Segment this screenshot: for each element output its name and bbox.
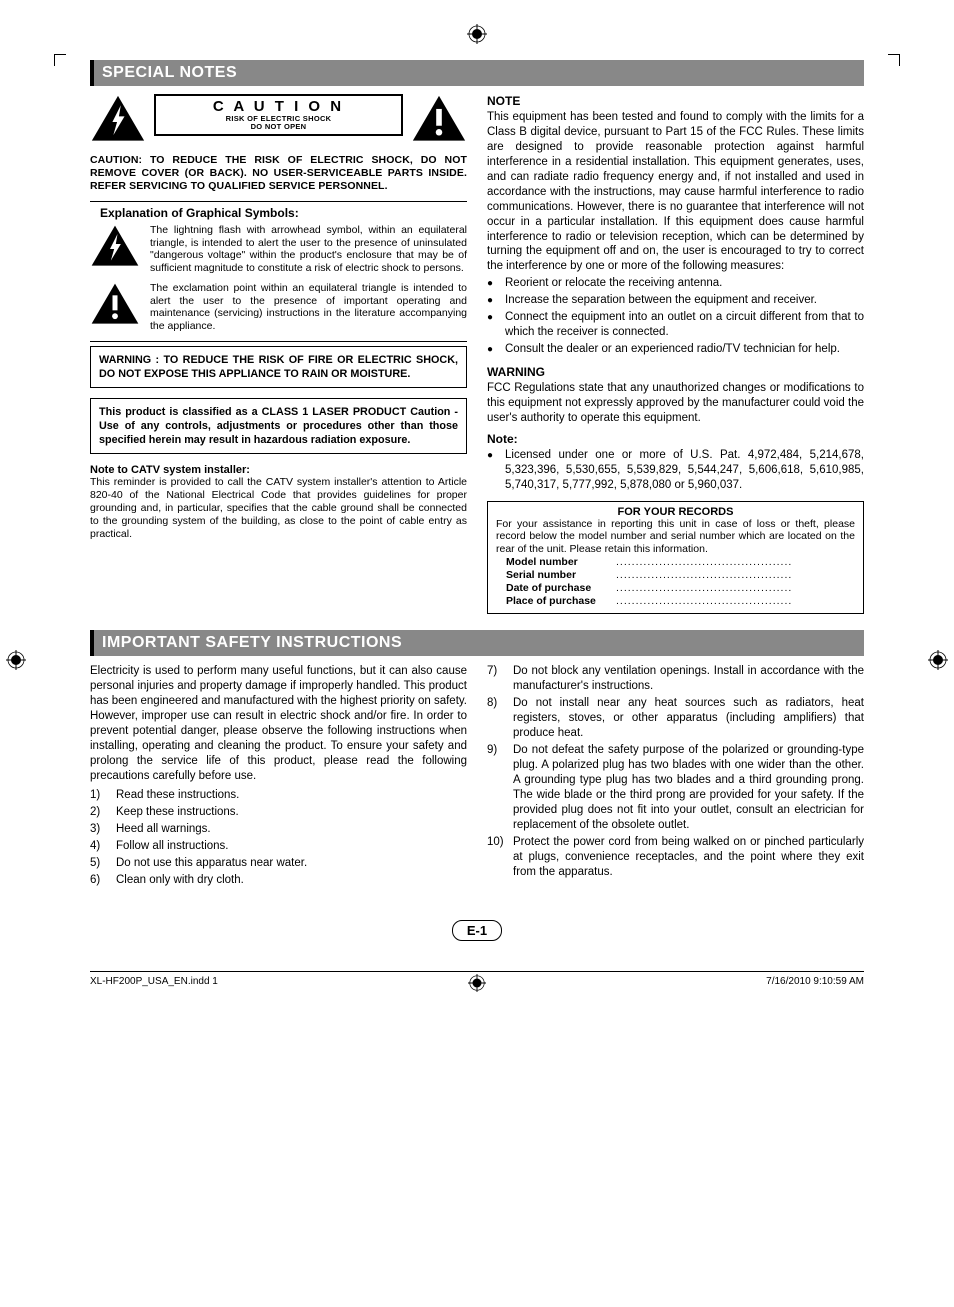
list-item: 4)Follow all instructions.	[90, 839, 467, 854]
registration-mark-icon	[928, 650, 948, 670]
list-item: Connect the equipment into an outlet on …	[487, 310, 864, 340]
measures-list: Reorient or relocate the receiving anten…	[487, 276, 864, 357]
section-title-special-notes: SPECIAL NOTES	[90, 60, 864, 86]
catv-text: This reminder is provided to call the CA…	[90, 476, 467, 542]
records-line: Place of purchase.......................…	[496, 595, 855, 607]
exclamation-triangle-icon	[411, 94, 467, 148]
safety-list-right: 7)Do not block any ventilation openings.…	[487, 664, 864, 879]
warning-body: FCC Regulations state that any unauthori…	[487, 381, 864, 426]
left-column: C A U T I O N RISK OF ELECTRIC SHOCK DO …	[90, 94, 467, 614]
lightning-triangle-icon	[90, 94, 146, 148]
records-line: Model number............................…	[496, 556, 855, 568]
caution-title: C A U T I O N	[160, 98, 397, 115]
list-item: Consult the dealer or an experienced rad…	[487, 342, 864, 357]
safety-intro: Electricity is used to perform many usef…	[90, 664, 467, 784]
records-intro: For your assistance in reporting this un…	[496, 518, 855, 556]
catv-block: Note to CATV system installer: This remi…	[90, 464, 467, 542]
explanation-title: Explanation of Graphical Symbols:	[100, 206, 467, 220]
lightning-triangle-icon	[90, 224, 140, 274]
laser-box: This product is classified as a CLASS 1 …	[90, 398, 467, 454]
divider	[90, 341, 467, 342]
patent-list: Licensed under one or more of U.S. Pat. …	[487, 448, 864, 493]
footer-left: XL-HF200P_USA_EN.indd 1	[90, 976, 218, 987]
note2-title: Note:	[487, 432, 864, 446]
page: SPECIAL NOTES C A U T I O N RISK OF ELEC…	[0, 0, 954, 1027]
right-column: NOTE This equipment has been tested and …	[487, 94, 864, 614]
explanation-lightning-row: The lightning flash with arrowhead symbo…	[90, 224, 467, 274]
safety-list-left: 1)Read these instructions. 2)Keep these …	[90, 788, 467, 888]
caution-body-text: CAUTION: TO REDUCE THE RISK OF ELECTRIC …	[90, 154, 467, 193]
explanation-lightning-text: The lightning flash with arrowhead symbo…	[150, 224, 467, 274]
registration-mark-icon	[467, 24, 487, 44]
records-box: FOR YOUR RECORDS For your assistance in …	[487, 501, 864, 615]
caution-sub2: DO NOT OPEN	[160, 123, 397, 131]
note-title: NOTE	[487, 94, 864, 108]
caution-box: C A U T I O N RISK OF ELECTRIC SHOCK DO …	[154, 94, 403, 136]
exclamation-triangle-icon	[90, 282, 140, 332]
caution-row: C A U T I O N RISK OF ELECTRIC SHOCK DO …	[90, 94, 467, 148]
list-item: 1)Read these instructions.	[90, 788, 467, 803]
list-item: 3)Heed all warnings.	[90, 822, 467, 837]
list-item: 8)Do not install near any heat sources s…	[487, 696, 864, 741]
warning-title: WARNING	[487, 365, 864, 379]
warning-box: WARNING : TO REDUCE THE RISK OF FIRE OR …	[90, 346, 467, 388]
explanation-exclaim-row: The exclamation point within an equilate…	[90, 282, 467, 332]
explanation-exclaim-text: The exclamation point within an equilate…	[150, 282, 467, 332]
catv-title: Note to CATV system installer:	[90, 464, 467, 476]
list-item: Reorient or relocate the receiving anten…	[487, 276, 864, 291]
safety-right-column: 7)Do not block any ventilation openings.…	[487, 664, 864, 889]
safety-columns: Electricity is used to perform many usef…	[90, 664, 864, 889]
warning-box-text: WARNING : TO REDUCE THE RISK OF FIRE OR …	[99, 353, 458, 381]
list-item: Licensed under one or more of U.S. Pat. …	[487, 448, 864, 493]
list-item: 5)Do not use this apparatus near water.	[90, 856, 467, 871]
list-item: 10)Protect the power cord from being wal…	[487, 835, 864, 880]
note-body: This equipment has been tested and found…	[487, 110, 864, 274]
list-item: 2)Keep these instructions.	[90, 805, 467, 820]
list-item: 9)Do not defeat the safety purpose of th…	[487, 743, 864, 833]
registration-mark-icon	[468, 974, 486, 995]
footer-right: 7/16/2010 9:10:59 AM	[766, 976, 864, 987]
registration-mark-icon	[6, 650, 26, 670]
records-title: FOR YOUR RECORDS	[496, 506, 855, 518]
divider	[90, 201, 467, 202]
section-title-safety: IMPORTANT SAFETY INSTRUCTIONS	[90, 630, 864, 656]
page-number: E-1	[90, 920, 864, 941]
special-notes-columns: C A U T I O N RISK OF ELECTRIC SHOCK DO …	[90, 94, 864, 614]
list-item: 7)Do not block any ventilation openings.…	[487, 664, 864, 694]
laser-box-text: This product is classified as a CLASS 1 …	[99, 405, 458, 447]
crop-mark-icon	[888, 54, 900, 66]
list-item: Increase the separation between the equi…	[487, 293, 864, 308]
footer: XL-HF200P_USA_EN.indd 1 7/16/2010 9:10:5…	[90, 971, 864, 987]
records-line: Serial number...........................…	[496, 569, 855, 581]
safety-left-column: Electricity is used to perform many usef…	[90, 664, 467, 889]
records-line: Date of purchase........................…	[496, 582, 855, 594]
crop-mark-icon	[54, 54, 66, 66]
list-item: 6)Clean only with dry cloth.	[90, 873, 467, 888]
